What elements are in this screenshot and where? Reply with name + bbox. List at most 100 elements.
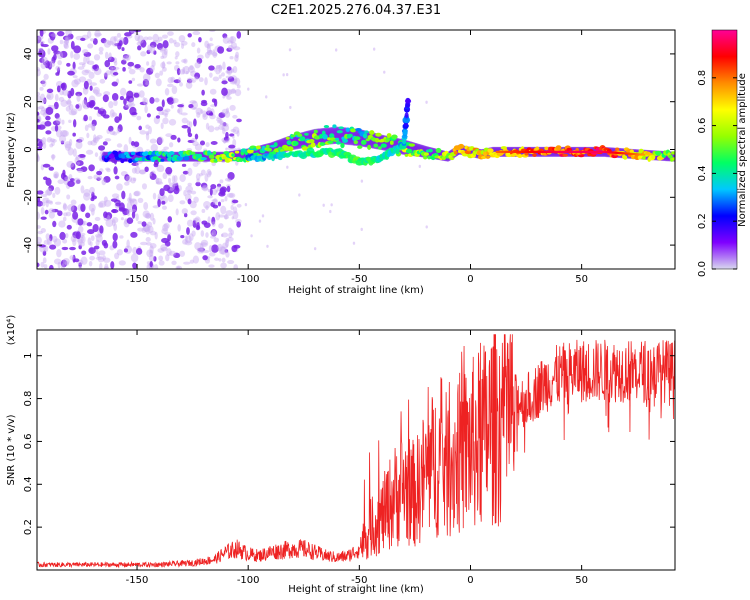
noise-blob — [222, 242, 229, 249]
trace-blob — [423, 152, 429, 156]
noise-blob — [188, 233, 194, 242]
noise-blob — [91, 207, 95, 216]
noise-blob — [164, 113, 168, 118]
noise-blob — [162, 223, 169, 232]
noise-blob — [200, 169, 206, 176]
noise-blob — [153, 256, 157, 262]
noise-blob — [191, 42, 196, 48]
noise-blob — [37, 262, 40, 268]
trace-blob — [544, 146, 549, 151]
noise-blob — [40, 207, 45, 215]
noise-blob — [161, 109, 169, 116]
branch-blob — [404, 112, 409, 118]
colorbar-tick-label: 0.8 — [697, 70, 708, 86]
noise-blob — [131, 77, 136, 82]
noise-blob — [54, 173, 59, 179]
noise-blob — [228, 89, 237, 95]
noise-blob — [141, 183, 148, 190]
noise-blob — [217, 46, 225, 54]
noise-blob — [144, 212, 152, 219]
noise-blob — [164, 240, 171, 247]
noise-blob — [72, 238, 77, 247]
noise-blob — [229, 104, 236, 111]
noise-blob — [112, 71, 119, 76]
noise-blob — [185, 235, 192, 244]
noise-blob — [37, 196, 41, 203]
trace-blob — [147, 150, 153, 156]
noise-blob — [44, 189, 53, 196]
noise-blob — [54, 186, 61, 195]
x-tick-label: -100 — [237, 575, 260, 586]
noise-blob — [95, 233, 103, 238]
noise-blob — [207, 125, 215, 133]
noise-blob — [78, 137, 85, 142]
noise-blob — [189, 259, 195, 264]
noise-blob — [162, 172, 168, 180]
noise-blob — [250, 234, 253, 238]
noise-blob — [148, 126, 152, 135]
noise-blob — [81, 235, 86, 244]
noise-blob — [48, 185, 55, 192]
noise-blob — [49, 264, 54, 269]
noise-blob — [37, 225, 41, 229]
noise-blob — [64, 143, 72, 151]
noise-blob — [200, 230, 205, 237]
noise-blob — [200, 243, 204, 251]
noise-blob — [40, 228, 46, 233]
noise-blob — [131, 204, 138, 213]
noise-blob — [200, 246, 205, 254]
noise-blob — [220, 199, 225, 203]
noise-blob — [49, 143, 54, 148]
trace-blob — [487, 148, 494, 154]
noise-blob — [67, 180, 75, 187]
noise-blob — [201, 186, 209, 191]
noise-blob — [103, 242, 109, 249]
noise-blob — [136, 83, 144, 87]
noise-blob — [213, 237, 220, 243]
noise-blob — [47, 48, 51, 55]
noise-blob — [85, 212, 91, 219]
noise-blob — [81, 250, 87, 256]
noise-blob — [208, 65, 215, 71]
noise-blob — [178, 35, 186, 43]
noise-blob — [218, 74, 222, 79]
noise-blob — [203, 201, 211, 209]
noise-blob — [62, 257, 70, 265]
noise-blob — [186, 219, 194, 227]
noise-blob — [37, 236, 42, 245]
trace-blob — [152, 156, 159, 160]
noise-blob — [45, 177, 52, 187]
noise-blob — [226, 96, 232, 100]
noise-blob — [68, 110, 77, 116]
noise-blob — [161, 99, 165, 108]
noise-blob — [218, 112, 226, 118]
noise-blob — [81, 69, 90, 76]
noise-blob — [161, 50, 168, 59]
noise-blob — [112, 232, 118, 242]
noise-blob — [148, 255, 155, 262]
noise-blob — [103, 39, 111, 48]
noise-blob — [225, 75, 233, 79]
noise-blob — [89, 255, 96, 261]
noise-blob — [69, 178, 75, 182]
noise-blob — [37, 190, 44, 195]
trace-blob — [374, 138, 380, 143]
noise-blob — [168, 38, 174, 44]
noise-blob — [66, 62, 71, 67]
noise-blob — [208, 244, 213, 253]
noise-blob — [194, 133, 199, 140]
x-tick-label: -50 — [351, 274, 367, 285]
noise-blob — [138, 90, 145, 98]
noise-blob — [147, 36, 153, 41]
noise-blob — [41, 202, 46, 207]
noise-blob — [64, 35, 71, 42]
noise-blob — [79, 241, 85, 247]
noise-blob — [66, 160, 75, 168]
noise-blob — [145, 226, 151, 235]
noise-blob — [232, 114, 238, 119]
trace-blob — [134, 157, 140, 162]
noise-blob — [40, 106, 46, 112]
noise-blob — [50, 33, 57, 37]
noise-blob — [187, 132, 193, 138]
noise-blob — [232, 126, 240, 135]
